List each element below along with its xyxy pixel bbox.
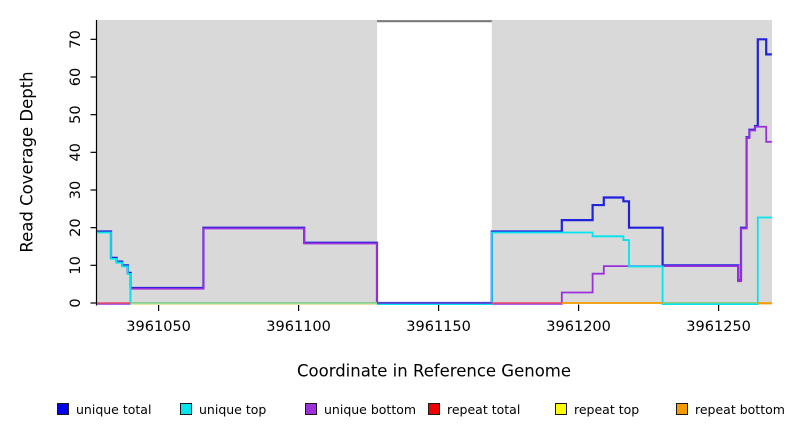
masked-region bbox=[377, 21, 492, 304]
y-tick-label: 10 bbox=[68, 256, 84, 274]
legend-label-repeat-total: repeat total bbox=[447, 401, 521, 417]
y-tick-label: 60 bbox=[68, 68, 84, 86]
x-tick-label: 3961050 bbox=[126, 319, 191, 335]
y-tick-label: 30 bbox=[68, 181, 84, 199]
y-tick-label: 0 bbox=[68, 298, 84, 307]
legend-label-unique-top: unique top bbox=[199, 401, 267, 417]
series-line-unique-top bbox=[97, 216, 772, 305]
legend-swatch-unique-total bbox=[57, 403, 69, 415]
plot-canvas: 0 10 20 30 40 50 60 70 3961050 3961100 3961150 3961… bbox=[68, 20, 772, 335]
legend-item-repeat-top: repeat top bbox=[555, 399, 639, 419]
legend-label-repeat-top: repeat top bbox=[574, 401, 640, 417]
x-tick-label: 3961100 bbox=[266, 319, 331, 335]
y-tick-label: 40 bbox=[68, 143, 84, 161]
y-tick-label: 20 bbox=[68, 218, 84, 236]
legend-label-unique-total: unique total bbox=[76, 401, 152, 417]
y-tick-label: 70 bbox=[68, 30, 84, 48]
legend-item-unique-top: unique top bbox=[180, 399, 266, 419]
legend: unique total unique top unique bottom repea… bbox=[0, 399, 792, 423]
legend-item-unique-total: unique total bbox=[57, 399, 151, 419]
legend-label-unique-bottom: unique bottom bbox=[324, 401, 417, 417]
x-tick-label: 3961200 bbox=[546, 319, 611, 335]
y-tick-label: 50 bbox=[68, 105, 84, 123]
x-tick-label: 3961250 bbox=[686, 319, 751, 335]
legend-swatch-unique-bottom bbox=[305, 403, 317, 415]
x-axis-title: Coordinate in Reference Genome bbox=[296, 361, 572, 381]
legend-label-repeat-bottom: repeat bottom bbox=[695, 401, 785, 417]
y-axis-title: Read Coverage Depth bbox=[17, 71, 37, 253]
legend-item-repeat-bottom: repeat bottom bbox=[676, 399, 785, 419]
legend-swatch-repeat-bottom bbox=[676, 403, 688, 415]
legend-item-unique-bottom: unique bottom bbox=[305, 399, 416, 419]
legend-swatch-repeat-total bbox=[428, 403, 440, 415]
series-line-unique-bottom bbox=[97, 125, 772, 305]
legend-item-repeat-total: repeat total bbox=[428, 399, 520, 419]
legend-swatch-repeat-top bbox=[555, 403, 567, 415]
x-tick-label: 3961150 bbox=[406, 319, 471, 335]
legend-swatch-unique-top bbox=[180, 403, 192, 415]
